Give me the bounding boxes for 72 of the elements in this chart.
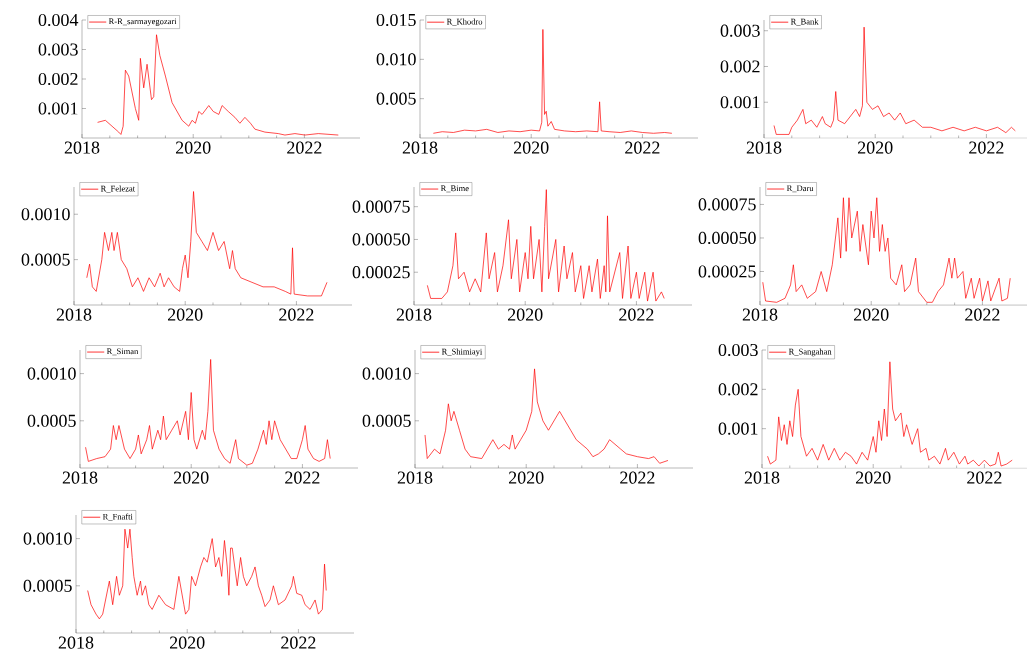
x-tick-label: 2020 — [175, 141, 211, 154]
legend-label: R_Felezat — [100, 185, 136, 193]
y-tick-label: 0.0010 — [21, 208, 70, 221]
legend-label: R_Bime — [440, 185, 469, 193]
y-tick-label: 0.0010 — [23, 532, 72, 545]
y-tick-label: 0.00025 — [352, 266, 410, 279]
x-tick-label: 2018 — [64, 141, 100, 154]
y-tick-label: 0.002 — [718, 383, 758, 396]
legend-label: R_Sangahan — [788, 348, 832, 357]
y-tick-label: 0.00025 — [698, 265, 756, 278]
y-tick-label: 0.0005 — [23, 579, 72, 592]
line-series — [97, 34, 339, 136]
x-tick-label: 2020 — [513, 141, 549, 154]
y-tick-label: 0.002 — [38, 72, 78, 86]
x-tick-label: 2020 — [508, 471, 544, 484]
legend-label: R-R_sarmayegozari — [108, 18, 177, 26]
y-tick-label: 0.001 — [38, 102, 78, 115]
x-tick-label: 2022 — [620, 471, 655, 484]
x-tick-label: 2022 — [619, 308, 654, 321]
legend-label: R_Daru — [786, 185, 814, 193]
line-series — [87, 528, 327, 620]
y-tick-label: 0.003 — [38, 43, 78, 56]
x-tick-label: 2022 — [279, 308, 314, 321]
x-tick-label: 2022 — [625, 141, 660, 154]
line-series — [433, 29, 673, 134]
y-tick-label: 0.001 — [720, 96, 760, 109]
x-tick-label: 2020 — [857, 141, 893, 154]
y-tick-label: 0.00050 — [698, 231, 756, 245]
y-tick-label: 0.005 — [376, 92, 416, 105]
x-tick-label: 2018 — [397, 471, 433, 484]
line-series — [767, 361, 1013, 467]
x-tick-label: 2018 — [402, 141, 438, 154]
y-tick-label: 0.001 — [718, 422, 758, 435]
y-tick-label: 0.00050 — [352, 233, 410, 246]
x-tick-label: 2018 — [744, 471, 780, 484]
x-tick-label: 2020 — [855, 471, 891, 484]
x-tick-label: 2020 — [853, 308, 889, 321]
x-tick-label: 2018 — [56, 308, 92, 321]
x-tick-label: 2020 — [167, 308, 203, 321]
y-tick-label: 0.0005 — [21, 253, 70, 266]
line-series — [86, 191, 328, 297]
y-tick-label: 0.00075 — [698, 198, 756, 211]
y-tick-label: 0.015 — [376, 13, 416, 27]
y-tick-label: 0.0010 — [27, 367, 76, 380]
legend-label: R_Shimiayi — [441, 348, 483, 357]
x-tick-label: 2020 — [507, 308, 543, 321]
y-tick-label: 0.010 — [376, 53, 416, 66]
legend-label: R_Khodro — [446, 18, 483, 26]
x-tick-label: 2018 — [58, 636, 94, 649]
x-tick-label: 2022 — [285, 471, 320, 484]
x-tick-label: 2018 — [396, 308, 432, 321]
x-tick-label: 2022 — [281, 636, 316, 649]
y-tick-label: 0.004 — [38, 13, 79, 27]
legend-label: R_Bank — [790, 18, 819, 26]
x-tick-label: 2018 — [746, 141, 782, 154]
x-tick-label: 2020 — [173, 471, 209, 484]
x-tick-label: 2022 — [965, 308, 1000, 321]
x-tick-label: 2022 — [967, 471, 1002, 484]
y-tick-label: 0.003 — [720, 24, 760, 37]
x-tick-label: 2022 — [969, 141, 1004, 154]
y-tick-label: 0.0005 — [27, 414, 76, 427]
x-tick-label: 2020 — [169, 636, 205, 649]
x-tick-label: 2018 — [742, 308, 778, 321]
y-tick-label: 0.0005 — [362, 414, 411, 427]
legend-label: R_Siman — [106, 348, 139, 356]
y-tick-label: 0.00075 — [352, 200, 410, 213]
y-tick-label: 0.003 — [718, 343, 758, 357]
x-tick-label: 2022 — [287, 141, 322, 154]
y-tick-label: 0.002 — [720, 60, 760, 73]
legend-label: R_Fnafti — [102, 513, 133, 521]
x-tick-label: 2018 — [62, 471, 98, 484]
y-tick-label: 0.0010 — [362, 367, 411, 380]
